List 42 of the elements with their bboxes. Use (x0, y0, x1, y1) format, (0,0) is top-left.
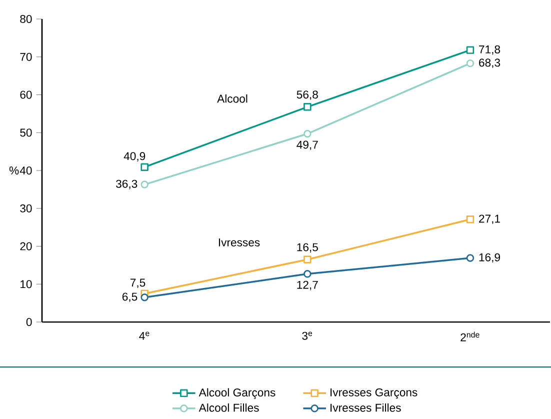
point (466, 46, 474, 54)
point (304, 130, 312, 138)
y-axis-title: % (9, 166, 19, 174)
y-tick-label: 40 (20, 166, 32, 175)
y-tick-label: 60 (20, 90, 32, 99)
point (304, 270, 312, 278)
point (466, 59, 474, 68)
data-label: 68,3 (479, 58, 500, 68)
y-tick-label: 20 (20, 242, 32, 250)
data-label: 49,7 (296, 140, 318, 150)
data-label: 71,8 (479, 45, 500, 55)
data-label: 56,8 (296, 90, 318, 100)
y-tick-label: 70 (20, 52, 32, 61)
data-label: 16,5 (297, 243, 318, 253)
data-label: 27,1 (479, 214, 500, 224)
point (466, 254, 474, 262)
point (304, 103, 312, 111)
data-label: 7,5 (130, 278, 146, 288)
y-tick-label: 50 (20, 128, 32, 137)
x-tick-label: 4$^{e}$ (139, 332, 150, 340)
annotation: Ivresses (218, 238, 260, 246)
annotation: Alcool (217, 94, 248, 103)
data-label: 40,9 (124, 152, 146, 162)
legend-label: Ivresses Filles (330, 403, 401, 412)
data-label: 12,7 (297, 280, 318, 290)
y-tick-label: 30 (20, 204, 32, 212)
legend-label: Alcool Filles (198, 403, 259, 412)
legend-label: Ivresses Garçons (330, 388, 418, 399)
point (466, 215, 474, 224)
y-tick-label: 0 (26, 318, 32, 326)
point (304, 256, 312, 264)
y-tick-label: 80 (20, 15, 32, 24)
point (140, 163, 148, 171)
y-tick-label: 10 (20, 280, 32, 288)
x-tick-label: 2$^{nde}$ (460, 332, 480, 342)
point (140, 180, 148, 188)
data-label: 6,5 (122, 292, 138, 302)
legend-label: Alcool Garçons (198, 388, 276, 399)
point (140, 294, 148, 302)
data-label: 36,3 (116, 180, 138, 190)
data-label: 16,9 (479, 253, 500, 263)
x-tick-label: 3$^{e}$ (302, 332, 312, 340)
